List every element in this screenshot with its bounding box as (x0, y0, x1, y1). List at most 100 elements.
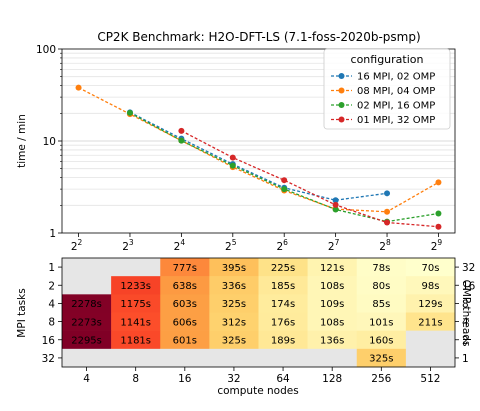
heatmap-cell (160, 276, 210, 295)
heatmap-cell (160, 348, 210, 368)
data-point (332, 197, 339, 204)
heatmap-cell-label: 1175s (120, 299, 151, 310)
legend-frame (323, 48, 451, 130)
heatmap-x-tick-label: 512 (420, 373, 440, 385)
data-point (229, 154, 236, 161)
heatmap-cell-label: 121s (320, 263, 344, 274)
heatmap-cell (356, 258, 407, 277)
line-y-axis-label: time / min (16, 114, 28, 168)
heatmap-cell-label: 136s (320, 336, 344, 347)
heatmap-y-tick-label-right: 32 (462, 262, 475, 274)
x-tick-label: 22 (71, 238, 83, 253)
heatmap-x-tick-label: 64 (276, 373, 290, 385)
heatmap-cell-label: 85s (372, 299, 390, 310)
heatmap-y-axis-label-right: OMP threads (460, 280, 472, 347)
heatmap: 777s 395s 225s 121s 78s 70s 1233s 638s 336s 185s 1… (62, 258, 456, 368)
heatmap-cell (356, 276, 407, 295)
heatmap-cell (209, 276, 259, 295)
heatmap-cell (111, 294, 161, 313)
heatmap-cell (307, 312, 358, 331)
heatmap-cell-label: 336s (222, 281, 246, 292)
heatmap-cell-label: 101s (369, 317, 393, 328)
series-line (78, 87, 439, 213)
heatmap-cell (209, 348, 259, 368)
heatmap-cell (356, 312, 407, 331)
heatmap-cell-label: 325s (222, 299, 246, 310)
y-tick-label: 1 (49, 228, 56, 240)
heatmap-cell (62, 294, 112, 313)
heatmap-y-tick-label: 1 (48, 262, 55, 274)
heatmap-cell (160, 312, 210, 331)
x-tick-label: 25 (225, 238, 237, 253)
heatmap-cell (209, 258, 259, 277)
heatmap-cell (356, 294, 407, 313)
heatmap-cell (307, 330, 358, 350)
heatmap-y-tick-label-right: 8 (462, 298, 469, 310)
heatmap-cell-label: 325s (222, 336, 246, 347)
heatmap-cell-label: 312s (222, 317, 246, 328)
heatmap-cell (405, 294, 456, 313)
line-chart-axes: 1 10 100 22 23 24 25 26 27 28 29 (36, 44, 442, 253)
heatmap-cell (258, 348, 308, 368)
heatmap-cell (307, 348, 358, 368)
heatmap-cell-label: 176s (271, 317, 295, 328)
data-point (281, 177, 288, 184)
heatmap-cell-label: 1141s (120, 317, 151, 328)
x-tick-label: 24 (174, 238, 186, 253)
heatmap-x-axis-label: compute nodes (217, 385, 298, 397)
heatmap-cell (160, 330, 210, 350)
data-point (384, 208, 391, 215)
heatmap-cell (405, 312, 456, 331)
heatmap-axes: 4 8 16 32 64 128 256 512 1 2 4 8 16 32 32 16 8 4 2 1 (42, 262, 476, 385)
heatmap-cell-label: 2295s (71, 336, 102, 347)
heatmap-y-axis-label: MPI tasks (16, 288, 28, 337)
legend-entry: 01 MPI, 32 OMP (357, 115, 435, 126)
heatmap-cell (209, 294, 259, 313)
heatmap-cell-label: 2273s (71, 317, 102, 328)
heatmap-cell-label: 1233s (120, 281, 151, 292)
data-point (435, 223, 442, 230)
heatmap-cell (258, 330, 308, 350)
heatmap-y-tick-label: 32 (42, 353, 55, 365)
heatmap-x-tick-label: 256 (371, 373, 391, 385)
x-tick-label: 27 (328, 238, 340, 253)
heatmap-cell-label: 189s (271, 336, 295, 347)
heatmap-cell-label: 80s (372, 281, 390, 292)
heatmap-cell-label: 108s (320, 317, 344, 328)
heatmap-cell-label: 185s (271, 281, 295, 292)
heatmap-cell (307, 258, 358, 277)
legend-title: configuration (351, 53, 424, 66)
heatmap-y-tick-label: 8 (48, 317, 55, 329)
x-tick-label: 26 (276, 238, 288, 253)
heatmap-cell-label: 395s (222, 263, 246, 274)
data-point (281, 186, 288, 193)
data-point (332, 206, 339, 213)
heatmap-cell (258, 276, 308, 295)
data-point (384, 219, 391, 226)
y-tick-label: 10 (43, 136, 56, 148)
heatmap-cell-label: 98s (421, 281, 439, 292)
x-tick-label: 28 (379, 238, 391, 253)
heatmap-cell (307, 276, 358, 295)
heatmap-cell-label: 160s (369, 336, 393, 347)
heatmap-y-tick-label-right: 4 (462, 317, 469, 329)
heatmap-cell-label: 603s (173, 299, 197, 310)
data-point (229, 162, 236, 169)
heatmap-cell (209, 330, 259, 350)
heatmap-y-tick-label-right: 16 (462, 280, 476, 292)
heatmap-cell (405, 276, 456, 295)
series-3 (178, 127, 442, 230)
heatmap-cell-label: 129s (418, 299, 442, 310)
heatmap-cell-label: 325s (369, 354, 393, 365)
legend-swatch-marker (338, 73, 345, 79)
chart-title: CP2K Benchmark: H2O-DFT-LS (7.1-foss-202… (97, 30, 420, 44)
data-point (75, 84, 82, 91)
heatmap-x-tick-label: 32 (227, 373, 240, 385)
data-point (178, 137, 185, 144)
legend-entry: 08 MPI, 04 OMP (357, 86, 435, 97)
heatmap-cell (62, 276, 112, 295)
heatmap-cell-label: 777s (173, 263, 197, 274)
heatmap-cell (405, 330, 456, 350)
x-tick-label: 29 (431, 238, 443, 253)
data-point (126, 109, 133, 116)
